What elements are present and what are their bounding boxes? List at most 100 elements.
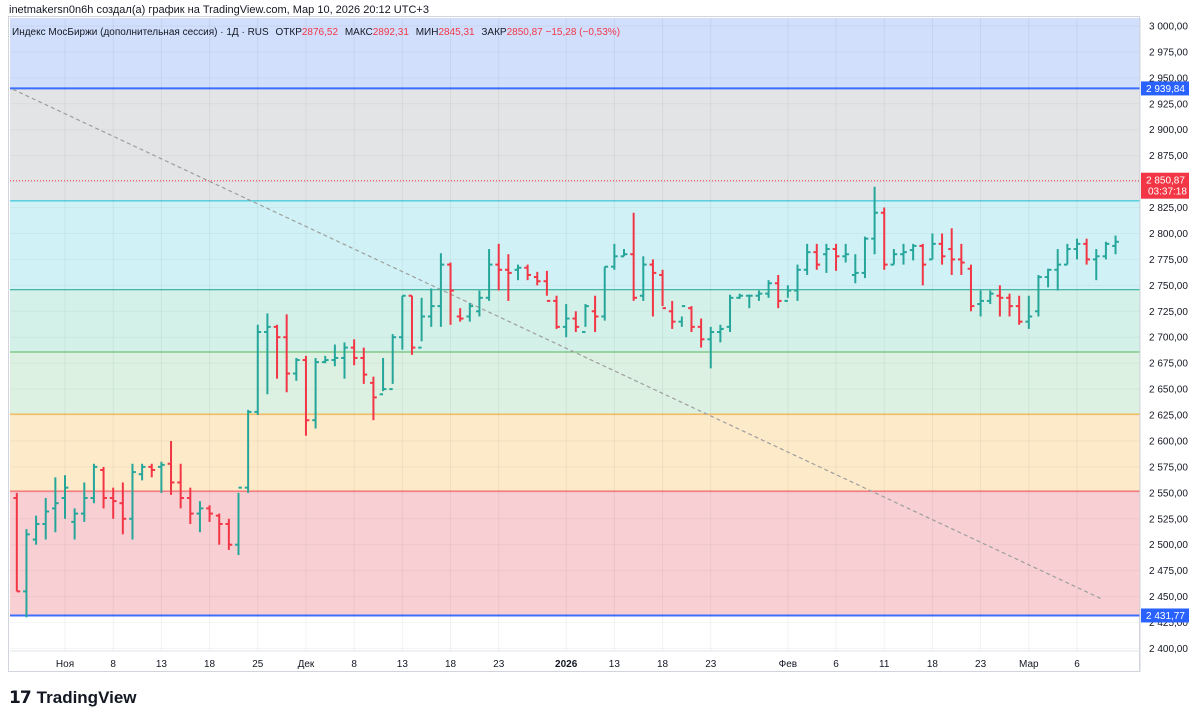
ohlc-bar[interactable] <box>1015 295 1023 325</box>
ohlc-bar[interactable] <box>948 228 956 275</box>
ohlc-bar[interactable] <box>977 290 984 317</box>
ohlc-bar[interactable] <box>929 233 936 261</box>
ohlc-bar[interactable] <box>880 207 888 270</box>
chart-pane[interactable]: 2 400,00 2 425,00 2 450,00 2 475,00 2 500,00… <box>8 16 1191 672</box>
ohlc-bar[interactable] <box>32 515 40 545</box>
ohlc-bar[interactable] <box>418 297 425 349</box>
ohlc-bar[interactable] <box>1102 241 1110 260</box>
ohlc-bar[interactable] <box>861 236 869 279</box>
price-chart[interactable]: 2 400,00 2 425,00 2 450,00 2 475,00 2 500,00… <box>1 1 1191 672</box>
ohlc-bar[interactable] <box>129 463 136 540</box>
ohlc-bar[interactable] <box>148 463 156 478</box>
ohlc-bar[interactable] <box>842 243 850 263</box>
ohlc-bar[interactable] <box>138 463 146 481</box>
ohlc-bar[interactable] <box>206 505 213 522</box>
ohlc-bar[interactable] <box>158 461 165 493</box>
ohlc-bar[interactable] <box>909 243 917 261</box>
ohlc-bar[interactable] <box>774 274 782 309</box>
ohlc-bar[interactable] <box>379 357 387 396</box>
ohlc-bar[interactable] <box>466 302 474 322</box>
ohlc-bar[interactable] <box>832 243 840 271</box>
ohlc-bar[interactable] <box>649 259 657 317</box>
ohlc-bar[interactable] <box>736 293 744 299</box>
ohlc-bar[interactable] <box>996 285 1004 317</box>
ohlc-bar[interactable] <box>938 233 946 265</box>
ohlc-bar[interactable] <box>283 314 291 393</box>
ohlc-bar[interactable] <box>215 513 223 545</box>
ohlc-bar[interactable] <box>668 300 676 329</box>
ohlc-bar[interactable] <box>302 355 310 436</box>
ohlc-bar[interactable] <box>196 501 204 533</box>
ohlc-bar[interactable] <box>900 243 907 265</box>
ohlc-bar[interactable] <box>51 477 59 533</box>
ohlc-bar[interactable] <box>1044 268 1052 288</box>
ohlc-bar[interactable] <box>890 249 898 266</box>
ohlc-bar[interactable] <box>707 326 715 369</box>
ohlc-bar[interactable] <box>504 254 512 301</box>
ohlc-bar[interactable] <box>495 243 503 291</box>
ohlc-bar[interactable] <box>957 243 965 275</box>
ohlc-bar[interactable] <box>321 355 329 364</box>
ohlc-bar[interactable] <box>755 290 763 301</box>
ohlc-bar[interactable] <box>1025 295 1033 329</box>
ohlc-bar[interactable] <box>1083 238 1091 265</box>
ohlc-bar[interactable] <box>370 376 377 421</box>
ohlc-bar[interactable] <box>456 308 464 322</box>
ohlc-bar[interactable] <box>235 486 242 556</box>
ohlc-bar[interactable] <box>620 249 628 258</box>
ohlc-bar[interactable] <box>688 306 695 333</box>
ohlc-bar[interactable] <box>1112 235 1119 255</box>
ohlc-bar[interactable] <box>90 463 98 504</box>
ohlc-bar[interactable] <box>264 313 271 395</box>
ohlc-bar[interactable] <box>803 243 811 275</box>
ohlc-bar[interactable] <box>765 280 772 298</box>
ohlc-bar[interactable] <box>71 508 79 540</box>
ohlc-bar[interactable] <box>61 475 69 519</box>
ohlc-bar[interactable] <box>678 305 686 327</box>
ohlc-bar[interactable] <box>447 262 454 325</box>
ohlc-bar[interactable] <box>273 324 281 379</box>
ohlc-bar[interactable] <box>341 342 348 379</box>
ohlc-bar[interactable] <box>312 357 319 429</box>
ohlc-bar[interactable] <box>331 344 339 367</box>
ohlc-bar[interactable] <box>823 243 830 273</box>
ohlc-bar[interactable] <box>109 487 117 519</box>
ohlc-bar[interactable] <box>572 311 580 333</box>
ohlc-bar[interactable] <box>167 440 175 495</box>
ohlc-bar[interactable] <box>697 318 705 348</box>
ohlc-bar[interactable] <box>919 243 927 286</box>
ohlc-bar[interactable] <box>476 290 483 317</box>
ohlc-bar[interactable] <box>244 409 252 493</box>
ohlc-bar[interactable] <box>986 290 994 305</box>
ohlc-bar[interactable] <box>543 270 551 302</box>
ohlc-bar[interactable] <box>851 254 859 284</box>
ohlc-bar[interactable] <box>514 264 522 281</box>
ohlc-bar[interactable] <box>794 264 801 301</box>
ohlc-bar[interactable] <box>582 304 589 334</box>
ohlc-bar[interactable] <box>485 249 493 301</box>
ohlc-bar[interactable] <box>591 295 599 333</box>
ohlc-bar[interactable] <box>1054 249 1062 291</box>
ohlc-bar[interactable] <box>524 264 532 281</box>
ohlc-bar[interactable] <box>562 304 570 338</box>
ohlc-bar[interactable] <box>437 253 445 327</box>
ohlc-bar[interactable] <box>254 324 262 416</box>
ohlc-bar[interactable] <box>1073 238 1081 260</box>
ohlc-bar[interactable] <box>871 186 878 255</box>
ohlc-bar[interactable] <box>659 269 666 310</box>
ohlc-bar[interactable] <box>80 482 88 522</box>
ohlc-bar[interactable] <box>630 212 638 301</box>
ohlc-bar[interactable] <box>1092 249 1100 281</box>
tradingview-logo[interactable]: 𝟭𝟳 TradingView <box>9 688 137 708</box>
ohlc-bar[interactable] <box>967 264 975 312</box>
ohlc-bar[interactable] <box>784 285 792 302</box>
ohlc-bar[interactable] <box>639 256 647 301</box>
ohlc-bar[interactable] <box>553 295 560 329</box>
ohlc-bar[interactable] <box>292 357 300 381</box>
ohlc-bar[interactable] <box>360 347 368 384</box>
ohlc-bar[interactable] <box>177 463 185 509</box>
ohlc-bar[interactable] <box>610 243 618 270</box>
ohlc-bar[interactable] <box>717 324 724 343</box>
ohlc-bar[interactable] <box>408 294 416 355</box>
ohlc-bar[interactable] <box>813 243 821 270</box>
